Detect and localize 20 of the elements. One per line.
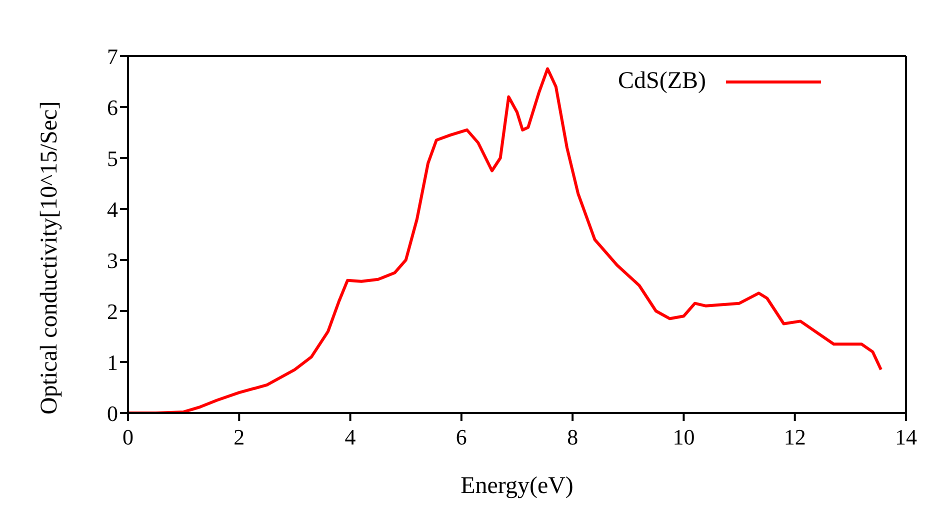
x-tick-label: 14 (895, 424, 917, 450)
y-tick-label: 5 (107, 146, 118, 171)
y-axis-title: Optical conductivity[10^15/Sec] (36, 101, 63, 414)
y-tick-label: 1 (107, 350, 118, 375)
y-tick-label: 7 (107, 44, 118, 69)
x-tick-label: 0 (122, 424, 134, 450)
x-tick-label: 2 (234, 424, 245, 450)
y-tick-label: 0 (107, 400, 118, 426)
x-tick-label: 12 (784, 424, 806, 450)
line-series (128, 67, 882, 413)
y-tick-label: 3 (107, 248, 118, 273)
x-tick-label: 4 (344, 424, 356, 450)
x-tick-label: 10 (672, 424, 695, 450)
y-tick-label: 2 (107, 298, 118, 324)
y-tick-label: 6 (107, 94, 118, 120)
legend-label: CdS(ZB) (618, 68, 706, 95)
y-tick-label: 4 (107, 196, 118, 222)
x-tick-label: 6 (456, 424, 467, 450)
x-axis-title: Energy(eV) (460, 473, 574, 499)
x-tick-label: 8 (567, 424, 578, 450)
